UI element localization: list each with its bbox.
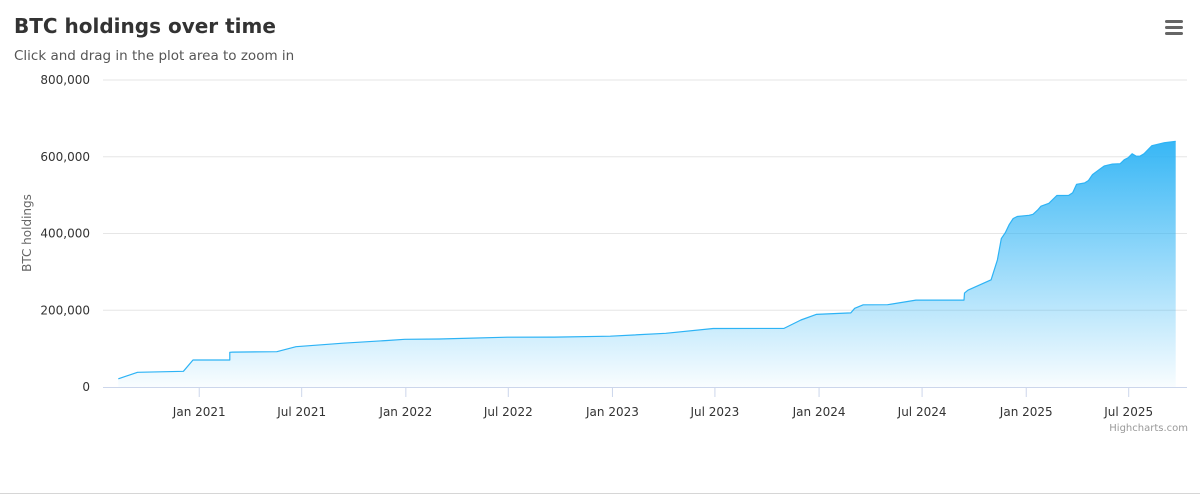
y-tick-label: 0 <box>82 380 90 394</box>
data-point[interactable] <box>402 336 408 342</box>
data-point[interactable] <box>1173 138 1179 144</box>
data-point[interactable] <box>1070 190 1076 196</box>
menu-bar-line <box>1165 32 1183 35</box>
data-point[interactable] <box>1161 140 1167 146</box>
y-axis-title: BTC holdings <box>20 194 34 272</box>
data-point[interactable] <box>230 349 236 355</box>
x-tick-label: Jan 2022 <box>378 405 432 419</box>
data-point[interactable] <box>1090 172 1096 178</box>
data-point[interactable] <box>885 302 891 308</box>
data-point[interactable] <box>848 310 854 316</box>
data-point[interactable] <box>551 334 557 340</box>
data-point[interactable] <box>1030 211 1036 217</box>
data-point[interactable] <box>340 340 346 346</box>
data-point[interactable] <box>965 287 971 293</box>
data-point[interactable] <box>781 325 787 331</box>
data-point[interactable] <box>115 376 121 382</box>
data-point[interactable] <box>1014 214 1020 220</box>
menu-bar-line <box>1165 20 1183 23</box>
data-point[interactable] <box>860 302 866 308</box>
data-point[interactable] <box>1002 230 1008 236</box>
x-tick-label: Jan 2025 <box>999 405 1053 419</box>
data-point[interactable] <box>1109 161 1115 167</box>
data-point[interactable] <box>852 305 858 311</box>
y-tick-label: 600,000 <box>40 150 90 164</box>
data-point[interactable] <box>913 297 919 303</box>
x-tick-label: Jul 2024 <box>897 405 947 419</box>
x-tick-label: Jul 2021 <box>276 405 326 419</box>
credits-link[interactable]: Highcharts.com <box>1109 423 1188 434</box>
data-point[interactable] <box>813 311 819 317</box>
data-point[interactable] <box>135 369 141 375</box>
data-point[interactable] <box>384 338 390 344</box>
data-point[interactable] <box>190 357 196 363</box>
data-point[interactable] <box>1074 181 1080 187</box>
chart-subtitle: Click and drag in the plot area to zoom … <box>14 48 295 64</box>
series-area-fill <box>118 141 1176 387</box>
data-point[interactable] <box>607 333 613 339</box>
y-tick-label: 400,000 <box>40 227 90 241</box>
data-point[interactable] <box>998 236 1004 242</box>
data-point[interactable] <box>180 368 186 374</box>
data-point[interactable] <box>1101 163 1107 169</box>
x-tick-label: Jan 2021 <box>172 405 226 419</box>
data-point[interactable] <box>1046 200 1052 206</box>
data-point[interactable] <box>1086 178 1092 184</box>
x-tick-label: Jul 2025 <box>1103 405 1153 419</box>
data-point[interactable] <box>227 357 233 363</box>
data-point[interactable] <box>274 349 280 355</box>
data-point[interactable] <box>504 334 510 340</box>
data-point[interactable] <box>988 277 994 283</box>
data-point[interactable] <box>798 317 804 323</box>
y-tick-label: 800,000 <box>40 73 90 87</box>
x-tick-label: Jul 2023 <box>689 405 739 419</box>
x-tick-label: Jul 2022 <box>483 405 533 419</box>
data-point[interactable] <box>710 326 716 332</box>
data-point[interactable] <box>994 257 1000 263</box>
series-line <box>118 140 1176 380</box>
data-point[interactable] <box>961 297 967 303</box>
data-point[interactable] <box>1054 193 1060 199</box>
menu-bar-line <box>1165 26 1183 29</box>
hamburger-menu-icon[interactable] <box>1162 16 1186 40</box>
x-tick-label: Jan 2023 <box>585 405 639 419</box>
x-tick-label: Jan 2024 <box>792 405 846 419</box>
data-point[interactable] <box>1006 221 1012 227</box>
data-point[interactable] <box>1149 143 1155 149</box>
y-tick-label: 200,000 <box>40 303 90 317</box>
data-point[interactable] <box>1038 203 1044 209</box>
data-point[interactable] <box>663 330 669 336</box>
chart-title: BTC holdings over time <box>14 14 276 38</box>
data-point[interactable] <box>293 344 299 350</box>
data-point[interactable] <box>1141 151 1147 157</box>
data-point[interactable] <box>436 336 442 342</box>
